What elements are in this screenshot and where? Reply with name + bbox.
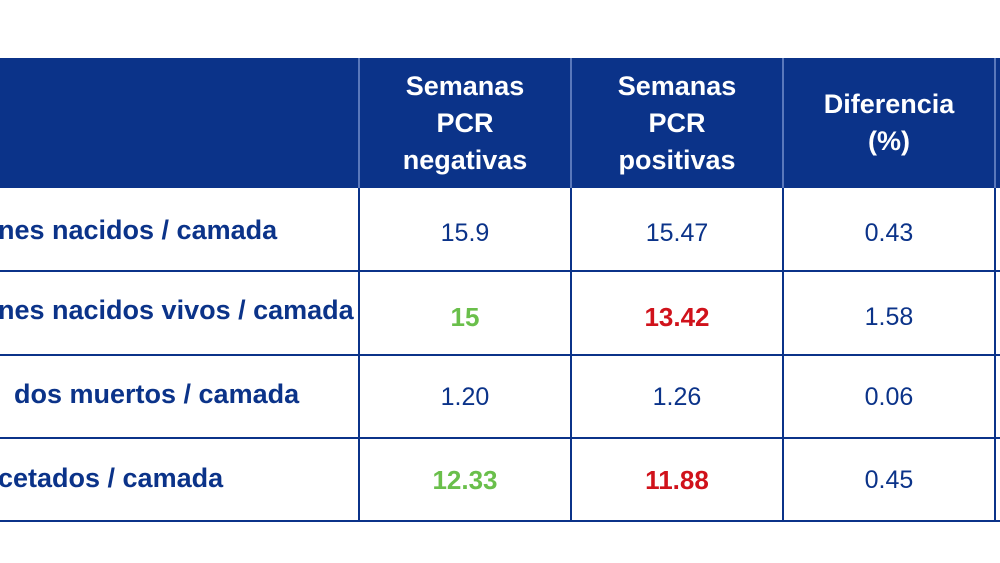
row-divider [0,520,1000,522]
table-cell: 1.20 [440,382,490,411]
table-cell: 15.9 [440,218,490,247]
table-cell: 0.06 [864,382,914,411]
row-label: dos muertos / camada [0,356,358,438]
table-cell: 1.26 [652,382,702,411]
header-divider [782,58,784,188]
table-cell: 0.45 [864,465,914,494]
column-header-positivas: Semanas PCR positivas [617,70,737,175]
header-divider [570,58,572,188]
row-label: nes nacidos / camada [0,192,358,274]
table-cell: 1.58 [864,302,914,331]
table-cell-highlight-negative: 13.42 [644,301,710,332]
table-cell: 15.47 [645,218,709,247]
row-divider [0,437,1000,439]
row-label: cetados / camada [0,439,358,521]
table-cell-highlight-negative: 11.88 [645,464,709,495]
row-label-text: nes nacidos vivos / camada [0,294,354,325]
row-divider [0,354,1000,356]
table-cell: 0.43 [864,218,914,247]
row-label-text: nes nacidos / camada [0,214,278,245]
table-cell-highlight-positive: 12.33 [432,464,498,495]
row-divider [0,270,1000,272]
column-header-negativas: Semanas PCR negativas [402,70,528,175]
header-divider [994,58,996,188]
row-label-text: cetados / camada [0,462,224,493]
table-cell-highlight-positive: 15 [450,301,480,332]
column-header-diferencia: Diferencia (%) [823,89,955,156]
row-label: nes nacidos vivos / camada [0,272,358,354]
row-label-text: dos muertos / camada [14,378,300,409]
header-divider [358,58,360,188]
table-header [0,58,1000,188]
